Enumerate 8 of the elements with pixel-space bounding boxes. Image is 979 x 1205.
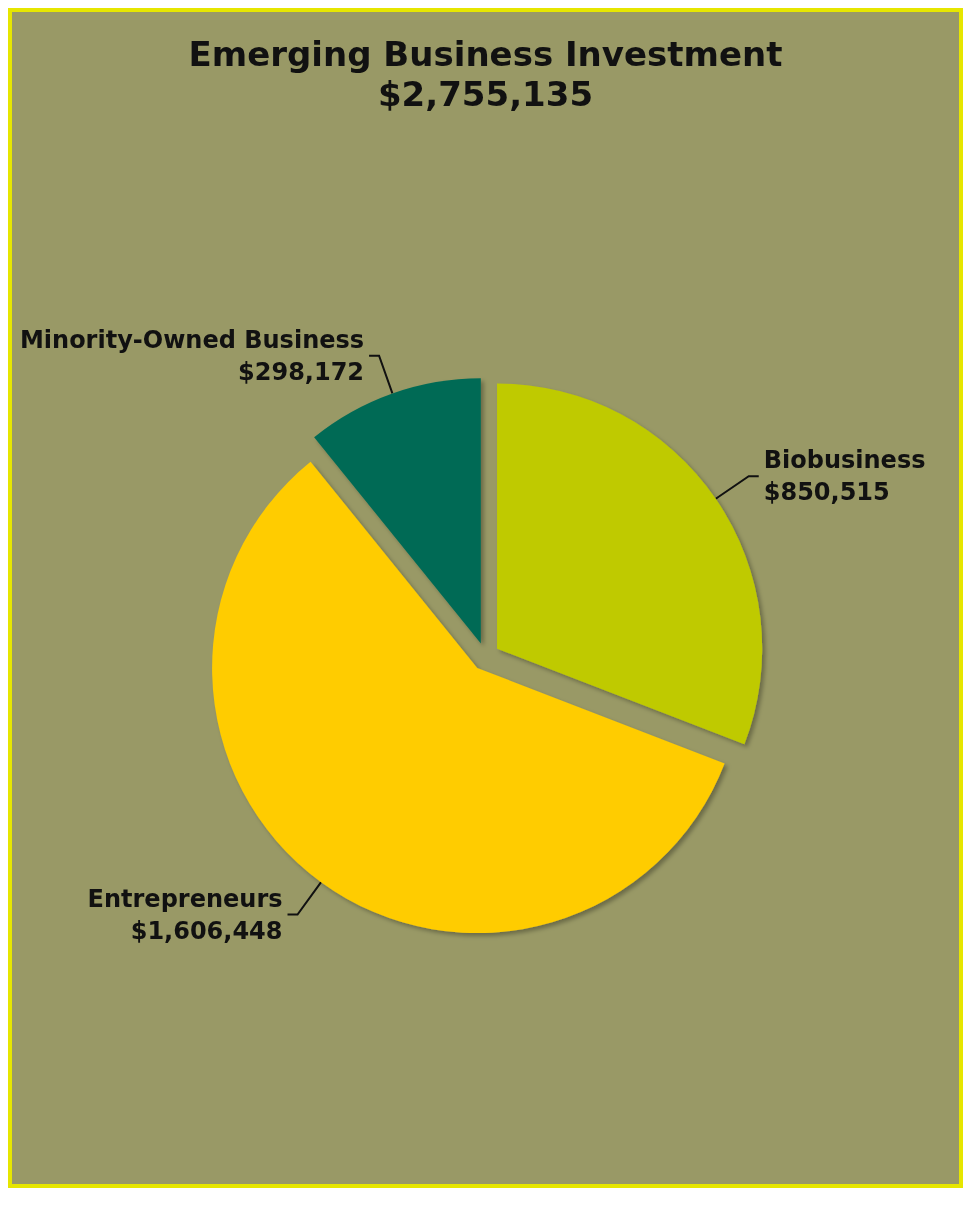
chart-title: Emerging Business Investment: [188, 34, 783, 74]
data-label: $850,515: [763, 478, 890, 507]
slice-label: Entrepreneurs: [87, 884, 283, 913]
slice-label: Minority-Owned Business: [19, 325, 365, 354]
data-label: $1,606,448: [130, 916, 283, 945]
data-label: $298,172: [238, 357, 365, 386]
chart-subtitle: $2,755,135: [377, 74, 594, 114]
slice-label: Biobusiness: [763, 446, 926, 475]
